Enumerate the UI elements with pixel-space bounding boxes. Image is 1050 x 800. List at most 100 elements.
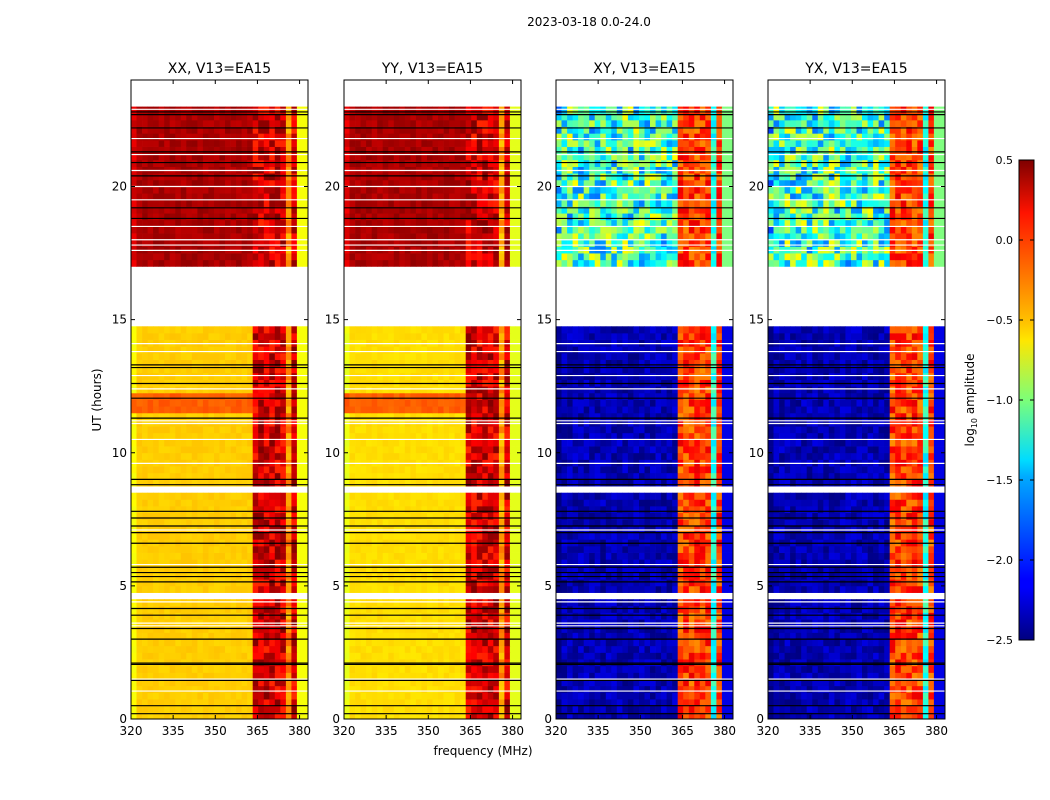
heatmap-cell (388, 545, 395, 553)
heatmap-cell (252, 639, 259, 647)
heatmap-cell (377, 386, 384, 394)
heatmap-cell (274, 139, 281, 147)
heatmap-cell (509, 552, 516, 560)
heatmap-cell (219, 652, 226, 660)
heatmap-cell (285, 506, 292, 514)
heatmap-cell (415, 359, 422, 367)
heatmap-cell (432, 439, 439, 447)
heatmap-cell (509, 179, 516, 187)
heatmap-cell (509, 625, 516, 633)
heatmap-cell (180, 366, 187, 374)
heatmap-cell (355, 452, 362, 460)
heatmap-cell (498, 426, 505, 434)
heatmap-cell (515, 392, 522, 400)
heatmap-cell (515, 492, 522, 500)
heatmap-cell (471, 392, 478, 400)
heatmap-cell (169, 579, 176, 587)
heatmap-cell (147, 219, 154, 227)
heatmap-cell (263, 259, 270, 267)
heatmap-cell (355, 193, 362, 201)
heatmap-cell (280, 199, 287, 207)
heatmap-cell (191, 545, 198, 553)
heatmap-cell (147, 239, 154, 247)
heatmap-cell (147, 412, 154, 420)
heatmap-cell (482, 332, 489, 340)
heatmap-cell (454, 492, 461, 500)
heatmap-cell (214, 605, 220, 613)
heatmap-cell (465, 326, 472, 334)
heatmap-cell (432, 652, 439, 660)
heatmap-cell (236, 352, 243, 360)
heatmap-cell (252, 173, 259, 181)
heatmap-cell (498, 605, 505, 613)
heatmap-cell (186, 399, 193, 407)
heatmap-cell (355, 426, 362, 434)
heatmap-cell (355, 579, 362, 587)
heatmap-cell (252, 552, 259, 560)
heatmap-cell (131, 159, 137, 167)
heatmap-cell (371, 699, 378, 707)
heatmap-cell (147, 133, 154, 141)
heatmap-cell (432, 239, 439, 247)
heatmap-cell (164, 199, 171, 207)
heatmap-cell (377, 359, 384, 367)
heatmap-cell (164, 499, 171, 507)
heatmap-cell (169, 432, 176, 440)
heatmap-cell (131, 625, 137, 633)
heatmap-cell (214, 699, 220, 707)
heatmap-cell (131, 579, 137, 587)
heatmap-cell (504, 499, 511, 507)
heatmap-cell (164, 159, 171, 167)
heatmap-cell (241, 153, 248, 161)
heatmap-cell (415, 692, 422, 700)
heatmap-cell (302, 532, 309, 540)
heatmap-cell (236, 506, 243, 514)
heatmap-cell (274, 499, 281, 507)
heatmap-cell (388, 259, 395, 267)
heatmap-cell (296, 639, 303, 647)
heatmap-cell (258, 399, 265, 407)
heatmap-cell (186, 432, 193, 440)
heatmap-cell (415, 565, 422, 573)
heatmap-cell (258, 392, 265, 400)
heatmap-cell (274, 545, 281, 553)
heatmap-cell (258, 406, 265, 414)
heatmap-cell (247, 685, 254, 693)
heatmap-cell (175, 206, 182, 214)
heatmap-cell (208, 705, 215, 713)
heatmap-cell (285, 679, 292, 687)
heatmap-cell (274, 372, 281, 380)
heatmap-cell (438, 213, 444, 221)
heatmap-cell (399, 452, 406, 460)
heatmap-cell (432, 472, 439, 480)
heatmap-cell (471, 699, 478, 707)
heatmap-cell (443, 412, 450, 420)
heatmap-cell (482, 219, 489, 227)
heatmap-cell (393, 219, 400, 227)
heatmap-cell (404, 186, 411, 194)
heatmap-cell (410, 432, 417, 440)
heatmap-cell (438, 259, 444, 267)
heatmap-cell (136, 612, 143, 620)
heatmap-cell (169, 426, 176, 434)
heatmap-cell (158, 639, 165, 647)
heatmap-cell (438, 432, 444, 440)
heatmap-cell (147, 259, 154, 267)
heatmap-cell (432, 685, 439, 693)
heatmap-cell (153, 146, 160, 154)
heatmap-cell (296, 133, 303, 141)
heatmap-cell (147, 406, 154, 414)
heatmap-cell (399, 392, 406, 400)
heatmap-cell (208, 426, 215, 434)
heatmap-cell (280, 366, 287, 374)
heatmap-cell (476, 452, 483, 460)
heatmap-cell (241, 466, 248, 474)
heatmap-cell (247, 372, 254, 380)
heatmap-cell (504, 519, 511, 527)
heatmap-cell (371, 585, 378, 593)
heatmap-cell (377, 206, 384, 214)
heatmap-cell (476, 532, 483, 540)
heatmap-cell (471, 532, 478, 540)
heatmap-cell (214, 146, 220, 154)
